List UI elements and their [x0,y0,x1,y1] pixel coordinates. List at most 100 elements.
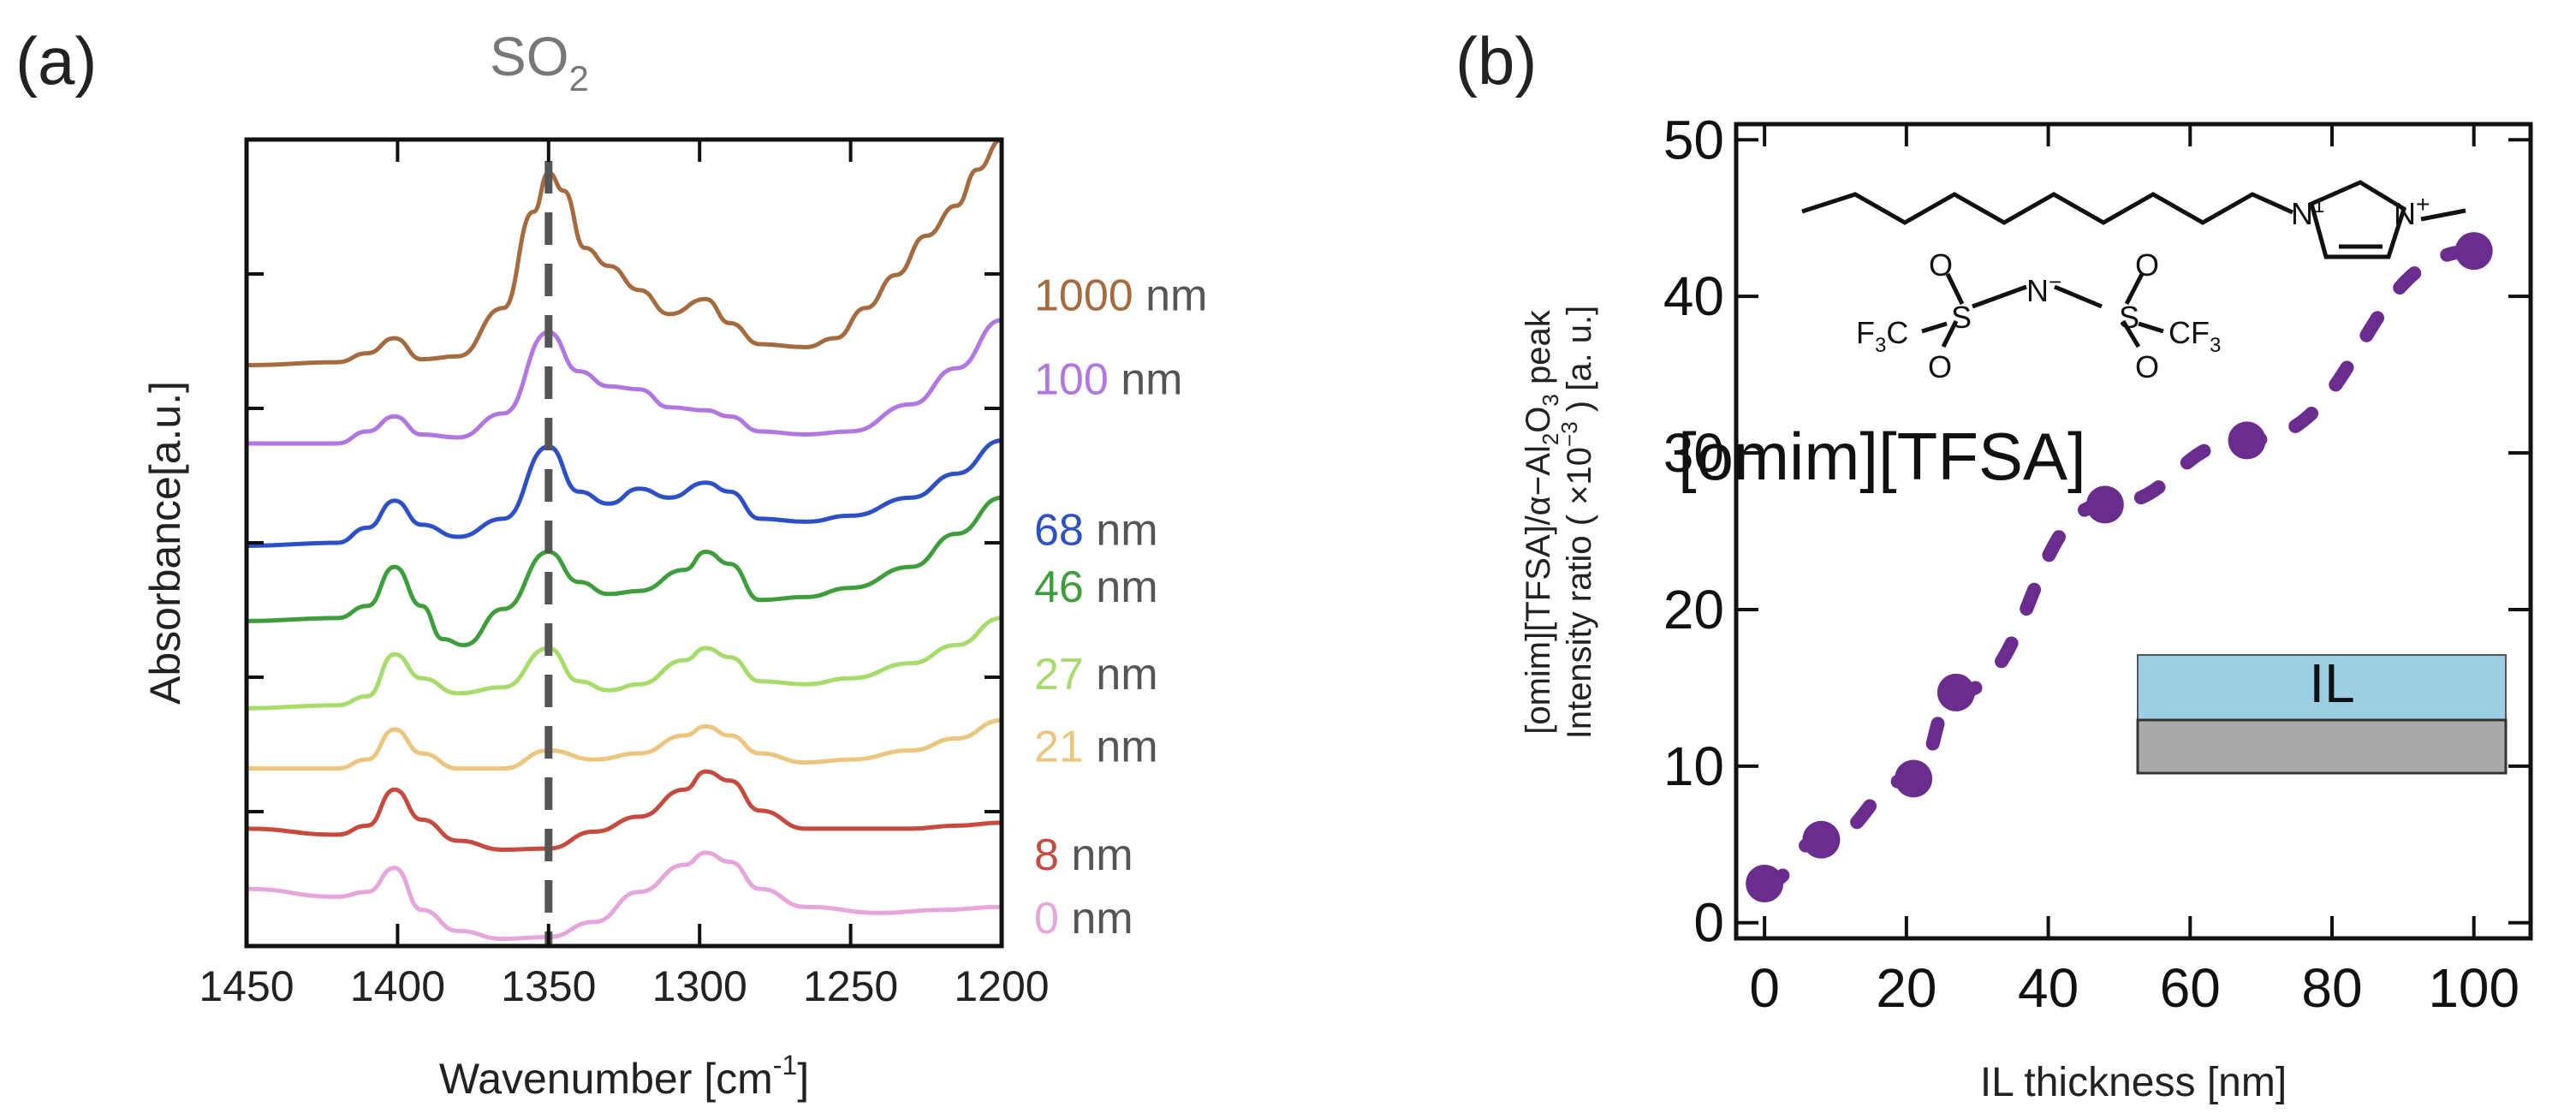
molecule-structure [1801,180,2466,348]
legend-unit: nm [1084,723,1158,772]
b-xtick-label-80: 80 [2301,957,2362,1019]
atom-s-right: S [2119,300,2139,335]
spectrum-68-nm [246,438,1002,548]
panel-b-xlabel: IL thickness [nm] [1980,1060,2287,1105]
inset-il-layer [2137,654,2507,721]
legend-1000-nm: 1000 nm [1034,271,1207,320]
molecule-atoms: N1 N+ N− S S O O O O F3C CF3 [1856,191,2430,384]
inset-il-label: IL [2309,652,2354,714]
spectrum-0-nm [246,850,1002,942]
xtick-label-1400: 1400 [350,962,445,1010]
b-ytick-label-0: 0 [1693,892,1724,954]
legend-value: 27 [1034,650,1084,699]
legend-0-nm: 0 nm [1034,894,1133,943]
spectrum-27-nm [246,616,1002,711]
b-ytick-label-40: 40 [1663,265,1724,327]
s-o-bond-1 [1945,272,1965,306]
point-100nm [2454,232,2493,271]
legend-unit: nm [1133,271,1208,320]
spectra-curves [246,137,1002,942]
atom-o-1: O [1929,247,1953,283]
s-o-bond-4 [2121,319,2141,348]
panel-b-tick-labels: 0 20 40 60 80 100 0 10 20 30 40 50 [1663,109,2519,1019]
panel-a-spectra: (a) SO2 1450 1400 1350 1300 1250 1200 0 nm8 n… [15,23,1207,1103]
legend-unit: nm [1084,650,1158,699]
atom-n3: N+ [2394,191,2430,231]
panel-a-label: (a) [15,23,97,98]
b-ytick-label-10: 10 [1663,735,1724,797]
s-cf3-bond-right [2138,321,2164,334]
legend-value: 1000 [1034,271,1133,320]
b-ytick-label-50: 50 [1663,109,1724,170]
legend-100-nm: 100 nm [1034,355,1182,405]
atom-anion-n: N− [2026,269,2061,308]
legend-46-nm: 46 nm [1034,562,1158,612]
panel-b-ticks [1736,124,2531,938]
legend-value: 46 [1034,562,1084,612]
compound-label: [omim][TFSA] [1678,419,2086,494]
panel-a-tick-labels: 1450 1400 1350 1300 1250 1200 [199,962,1049,1010]
atom-cf3-right: CF3 [2168,315,2221,357]
legend-value: 8 [1034,830,1059,880]
b-xtick-label-60: 60 [2160,957,2221,1019]
panel-b-ylabel-line2: Intensity ratio ( ×10−3 ) [a. u.] [1556,306,1598,740]
octyl-chain [1801,192,2294,225]
b-xtick-label-20: 20 [1876,957,1936,1019]
legend-27-nm: 27 nm [1034,650,1158,699]
atom-s-left: S [1951,300,1972,335]
imidazolium-ring [2309,180,2406,259]
s-o-bond-2 [1941,319,1959,348]
legend-unit: nm [1084,505,1158,555]
panel-a-ticks [245,140,1003,946]
legend-value: 21 [1034,723,1084,772]
anion-bond-right [2054,284,2103,309]
atom-o-3: O [2135,247,2159,283]
panel-b-ylabel-line1: [omim][TFSA]/α−Al2O3 peak [1520,309,1563,735]
spectrum-100-nm [247,318,1002,446]
legend-21-nm: 21 nm [1034,723,1158,772]
spectrum-1000-nm [246,137,1002,368]
xtick-label-1300: 1300 [652,962,747,1010]
s-cf3-bond-left [1921,321,1948,334]
point-68nm [2228,421,2266,460]
xtick-label-1200: 1200 [954,962,1049,1010]
panel-b-scatter: (b) IL N1 N+ N− S S O O O [1455,23,2533,1105]
atom-o-2: O [1928,349,1952,384]
xtick-label-1350: 1350 [501,962,596,1010]
xtick-label-1450: 1450 [199,962,294,1010]
panel-a-xlabel: Wavenumber [cm-1] [439,1050,809,1103]
point-21nm [1895,759,1933,798]
legend-value: 100 [1034,355,1109,405]
panel-a-ylabel: Absorbance[a.u.] [141,381,189,705]
spectrum-46-nm [246,495,1002,647]
legend-value: 0 [1034,894,1059,943]
legend-unit: nm [1059,894,1133,943]
panel-b-label: (b) [1455,23,1537,98]
anion-bond-left [1972,284,2027,309]
s-o-bond-3 [2124,272,2145,306]
point-0nm [1746,864,1784,902]
legend-value: 68 [1034,505,1084,555]
spectrum-8-nm [246,769,1002,852]
b-xtick-label-0: 0 [1749,957,1780,1019]
b-xtick-label-100: 100 [2428,957,2519,1019]
point-8nm [1802,820,1841,859]
legend-unit: nm [1059,830,1133,880]
point-48nm [2085,485,2124,524]
spectrum-21-nm [247,717,1002,771]
legend-8-nm: 8 nm [1034,830,1133,880]
methyl-bond [2420,208,2466,222]
xtick-label-1250: 1250 [803,962,898,1010]
b-ytick-label-20: 20 [1663,579,1724,640]
legend-unit: nm [1084,562,1158,612]
inset-substrate-layer [2136,718,2508,775]
panel-b-ylabel: [omim][TFSA]/α−Al2O3 peak Intensity rati… [1520,306,1598,740]
b-xtick-label-40: 40 [2018,957,2079,1019]
point-27nm [1936,673,1975,711]
panel-b-axes-frame [1734,122,2533,941]
legend-68-nm: 68 nm [1034,505,1158,555]
guide-curve [1758,244,2481,890]
legend-unit: nm [1109,355,1183,405]
